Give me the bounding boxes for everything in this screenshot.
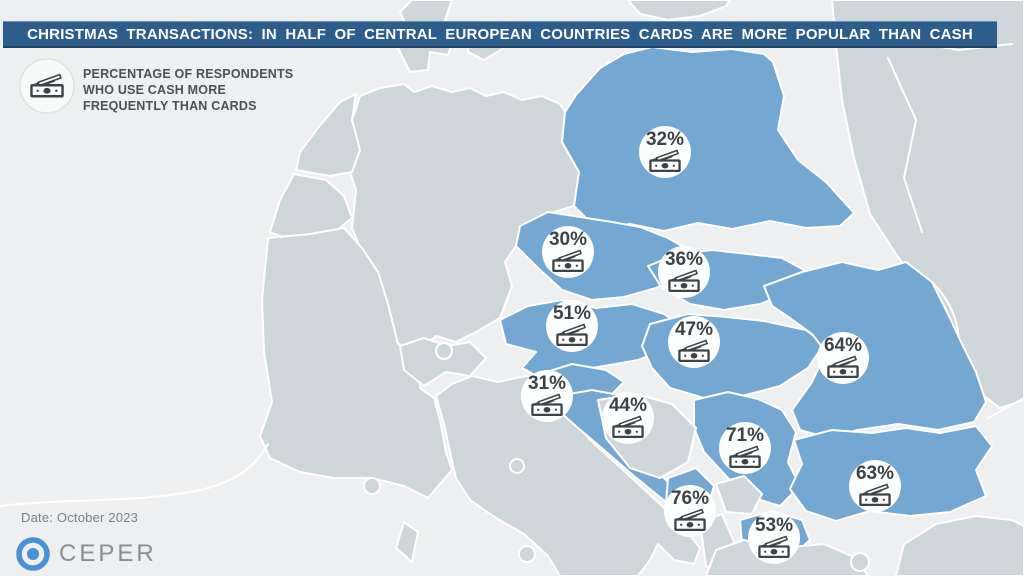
ceper-logo-icon — [16, 537, 50, 571]
cash-share-bubble-montenegro: 76% — [664, 485, 716, 537]
bubble-value-label: 64% — [824, 335, 862, 356]
bubble-value-label: 36% — [665, 249, 703, 270]
cash-share-bubbles-layer: 32% 30% 36% 51% 47% 64% 31% 44% 71% 63% 76% 53% — [521, 126, 901, 564]
country-switzerland — [399, 337, 487, 387]
bubble-value-label: 63% — [856, 463, 894, 484]
cash-share-bubble-romania: 64% — [817, 332, 869, 384]
country-netherlands — [295, 93, 361, 177]
bubble-value-label: 47% — [675, 319, 713, 340]
cash-share-bubble-bulgaria: 63% — [849, 460, 901, 512]
cash-share-bubble-hungary: 47% — [668, 316, 720, 368]
brand: CEPER — [16, 537, 157, 571]
banknote-icon — [19, 58, 75, 114]
cash-share-bubble-croatia: 44% — [602, 392, 654, 444]
title-bar: CHRISTMAS TRANSACTIONS: IN HALF OF CENTR… — [3, 21, 997, 48]
legend-line-2: WHO USE CASH MORE — [83, 83, 226, 97]
country-france — [259, 227, 453, 499]
cash-share-bubble-czechia: 30% — [542, 226, 594, 278]
legend-line-3: FREQUENTLY THAN CARDS — [83, 99, 257, 113]
microstate-marker — [435, 342, 453, 360]
border-belarus — [887, 57, 923, 233]
microstate-marker — [509, 458, 525, 474]
cash-share-bubble-austria: 51% — [546, 300, 598, 352]
country-corsica — [395, 521, 419, 563]
coastline-black-sea — [987, 397, 1024, 419]
bubble-value-label: 32% — [646, 129, 684, 150]
page-title: CHRISTMAS TRANSACTIONS: IN HALF OF CENTR… — [27, 25, 973, 43]
cash-share-bubble-slovakia: 36% — [658, 246, 710, 298]
cash-share-bubble-serbia: 71% — [719, 422, 771, 474]
coastline-biscay — [0, 443, 269, 507]
country-sweden-tip — [627, 0, 731, 21]
legend-text: PERCENTAGE OF RESPONDENTS WHO USE CASH M… — [83, 57, 293, 114]
legend-line-1: PERCENTAGE OF RESPONDENTS — [83, 67, 294, 81]
microstate-marker — [363, 477, 381, 495]
microstate-marker — [518, 545, 536, 563]
bubble-value-label: 53% — [755, 515, 793, 536]
country-turkey — [895, 515, 1024, 576]
bubble-value-label: 76% — [671, 488, 709, 509]
microstate-marker — [850, 552, 870, 572]
cash-share-bubble-north-macedonia: 53% — [748, 512, 800, 564]
brand-name: CEPER — [59, 540, 157, 567]
bubble-value-label: 31% — [528, 373, 566, 394]
legend: PERCENTAGE OF RESPONDENTS WHO USE CASH M… — [18, 57, 293, 115]
country-kosovo — [715, 475, 763, 515]
cash-share-bubble-poland: 32% — [639, 126, 691, 178]
bubble-value-label: 30% — [549, 229, 587, 250]
bubble-value-label: 51% — [553, 303, 591, 324]
bubble-value-label: 71% — [726, 425, 764, 446]
bubble-value-label: 44% — [609, 395, 647, 416]
cash-share-bubble-slovenia: 31% — [521, 370, 573, 422]
date-label: Date: October 2023 — [21, 510, 139, 525]
